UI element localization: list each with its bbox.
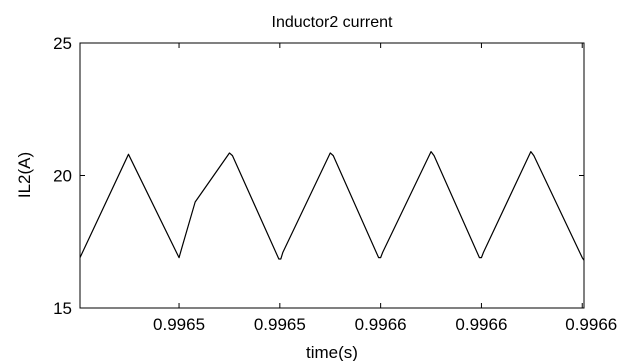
x-tick-label: 0.9966 <box>355 315 407 334</box>
series-line-0 <box>79 151 585 261</box>
x-tick-label: 0.9966 <box>455 315 507 334</box>
y-tick-label: 25 <box>53 34 72 53</box>
x-tick-label: 0.9965 <box>153 315 205 334</box>
x-axis-label: time(s) <box>306 343 358 361</box>
x-tick-label: 0.9965 <box>254 315 306 334</box>
y-axis-label: IL2(A) <box>15 152 34 198</box>
plot-frame <box>79 42 585 309</box>
y-tick-label: 15 <box>53 299 72 318</box>
x-tick-label: 0.9966 <box>565 315 617 334</box>
y-tick-label: 20 <box>53 167 72 186</box>
chart-title: Inductor2 current <box>272 14 394 31</box>
